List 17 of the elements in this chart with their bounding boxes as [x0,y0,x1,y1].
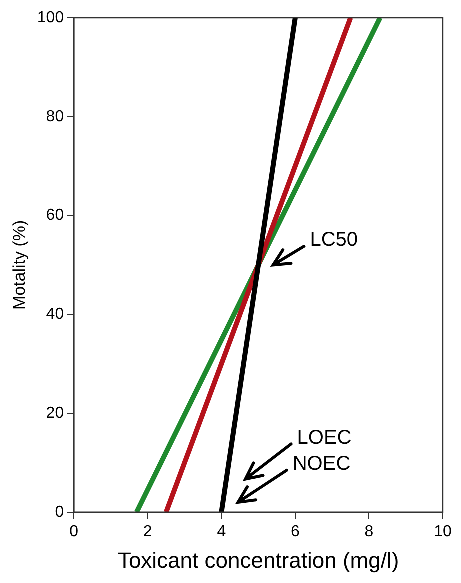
y-tick-label: 20 [46,404,64,422]
x-tick-label: 10 [434,523,452,540]
x-tick-label: 6 [290,523,300,540]
x-tick-label: 2 [143,523,152,540]
y-tick-label: 0 [55,504,64,521]
annotation: NOEC [292,452,351,475]
y-tick-label: 80 [46,108,64,126]
y-tick-label: 100 [37,9,64,26]
x-tick-label: 0 [70,523,79,540]
annotation: LOEC [297,426,352,449]
x-axis-title: Toxicant concentration (mg/l) [118,548,400,573]
y-tick-label: 40 [46,306,64,324]
x-tick-label: 8 [364,523,374,540]
x-tick-label: 4 [217,523,226,540]
annotation: LC50 [310,228,358,251]
y-tick-label: 60 [46,207,64,224]
y-axis-title: Motality (%) [10,220,29,310]
